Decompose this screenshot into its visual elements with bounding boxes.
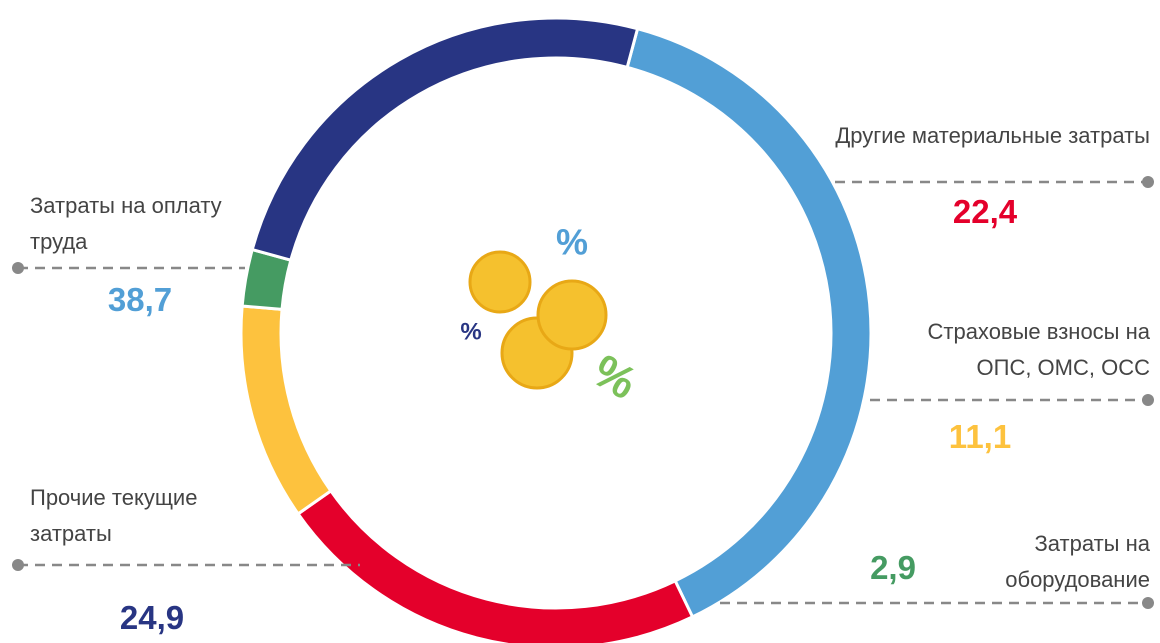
leader-dot [1142,597,1154,609]
category-label: Затраты на оборудование [1005,531,1150,592]
category-label: Другие материальные затраты [835,123,1150,148]
coin [468,250,532,314]
leader-dot [1142,176,1154,188]
category-label: Страховые взносы на ОПС, ОМС, ОСС [927,319,1151,380]
donut-segment [250,16,640,263]
value-label: 11,1 [948,418,1012,455]
percent-icon: % [584,344,645,409]
value-label: 38,7 [107,281,173,318]
value-label: 22,4 [952,193,1018,230]
donut-segment [625,26,873,619]
leader-dot [12,559,24,571]
percent-icon: % [556,222,588,263]
value-label: 2,9 [870,549,916,586]
leader-dot [12,262,24,274]
percent-icon: % [460,318,481,345]
coin [536,279,608,351]
category-label: Затраты на оплату труда [30,193,222,254]
value-label: 24,9 [119,599,185,636]
category-label: Прочие текущие затраты [30,485,198,546]
leader-dot [1142,394,1154,406]
donut-segment [296,488,695,643]
coins [468,250,608,390]
